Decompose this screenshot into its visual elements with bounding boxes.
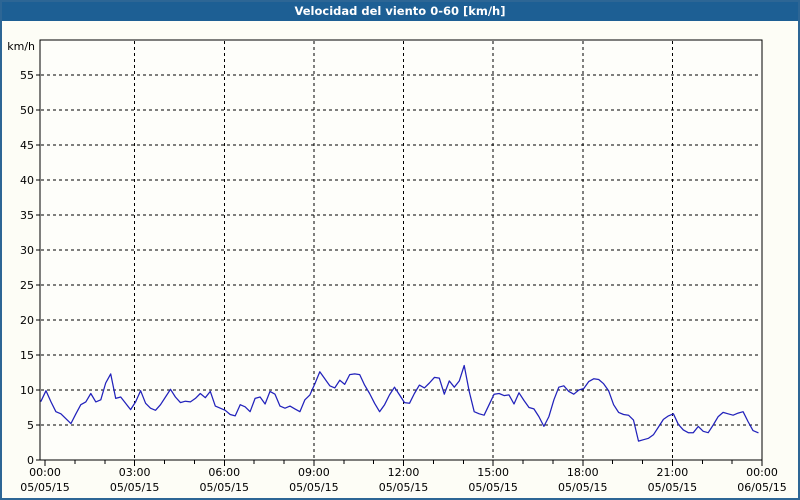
x-tick-time-label: 03:00 <box>119 466 151 479</box>
x-tick-date-label: 05/05/15 <box>200 481 249 494</box>
wind-speed-series-line <box>40 364 759 442</box>
y-tick-label: 40 <box>20 174 34 187</box>
y-tick-label: 35 <box>20 209 34 222</box>
x-tick-date-label: 05/05/15 <box>648 481 697 494</box>
x-tick-time-label: 00:00 <box>746 466 778 479</box>
y-tick-label: 5 <box>27 419 34 432</box>
y-axis-unit-label: km/h <box>7 40 35 53</box>
x-tick-time-label: 15:00 <box>477 466 509 479</box>
x-tick-time-label: 00:00 <box>29 466 61 479</box>
x-tick-time-label: 06:00 <box>208 466 240 479</box>
y-tick-label: 25 <box>20 279 34 292</box>
x-tick-date-label: 05/05/15 <box>379 481 428 494</box>
y-tick-label: 15 <box>20 349 34 362</box>
x-tick-date-label: 05/05/15 <box>468 481 517 494</box>
y-tick-label: 0 <box>27 454 34 467</box>
x-tick-date-label: 06/05/15 <box>737 481 786 494</box>
chart-title-bar: Velocidad del viento 0-60 [km/h] <box>2 2 798 21</box>
x-tick-date-label: 05/05/15 <box>20 481 69 494</box>
y-tick-label: 10 <box>20 384 34 397</box>
chart-area: 0 5 10 15 20 25 30 35 40 45 50 55 km/h 00:00 05/05/15 0… <box>2 21 798 498</box>
y-tick-label: 20 <box>20 314 34 327</box>
x-tick-time-label: 09:00 <box>298 466 330 479</box>
wind-speed-line-chart: 0 5 10 15 20 25 30 35 40 45 50 55 km/h 00:00 05/05/15 0… <box>7 39 787 494</box>
y-tick-label: 30 <box>20 244 34 257</box>
x-tick-time-label: 18:00 <box>567 466 599 479</box>
y-tick-label: 45 <box>20 139 34 152</box>
y-tick-label: 50 <box>20 104 34 117</box>
x-tick-date-label: 05/05/15 <box>558 481 607 494</box>
x-tick-date-label: 05/05/15 <box>289 481 338 494</box>
x-tick-time-label: 21:00 <box>657 466 689 479</box>
y-tick-label: 55 <box>20 69 34 82</box>
x-tick-date-label: 05/05/15 <box>110 481 159 494</box>
chart-title: Velocidad del viento 0-60 [km/h] <box>294 4 506 18</box>
x-tick-time-label: 12:00 <box>388 466 420 479</box>
